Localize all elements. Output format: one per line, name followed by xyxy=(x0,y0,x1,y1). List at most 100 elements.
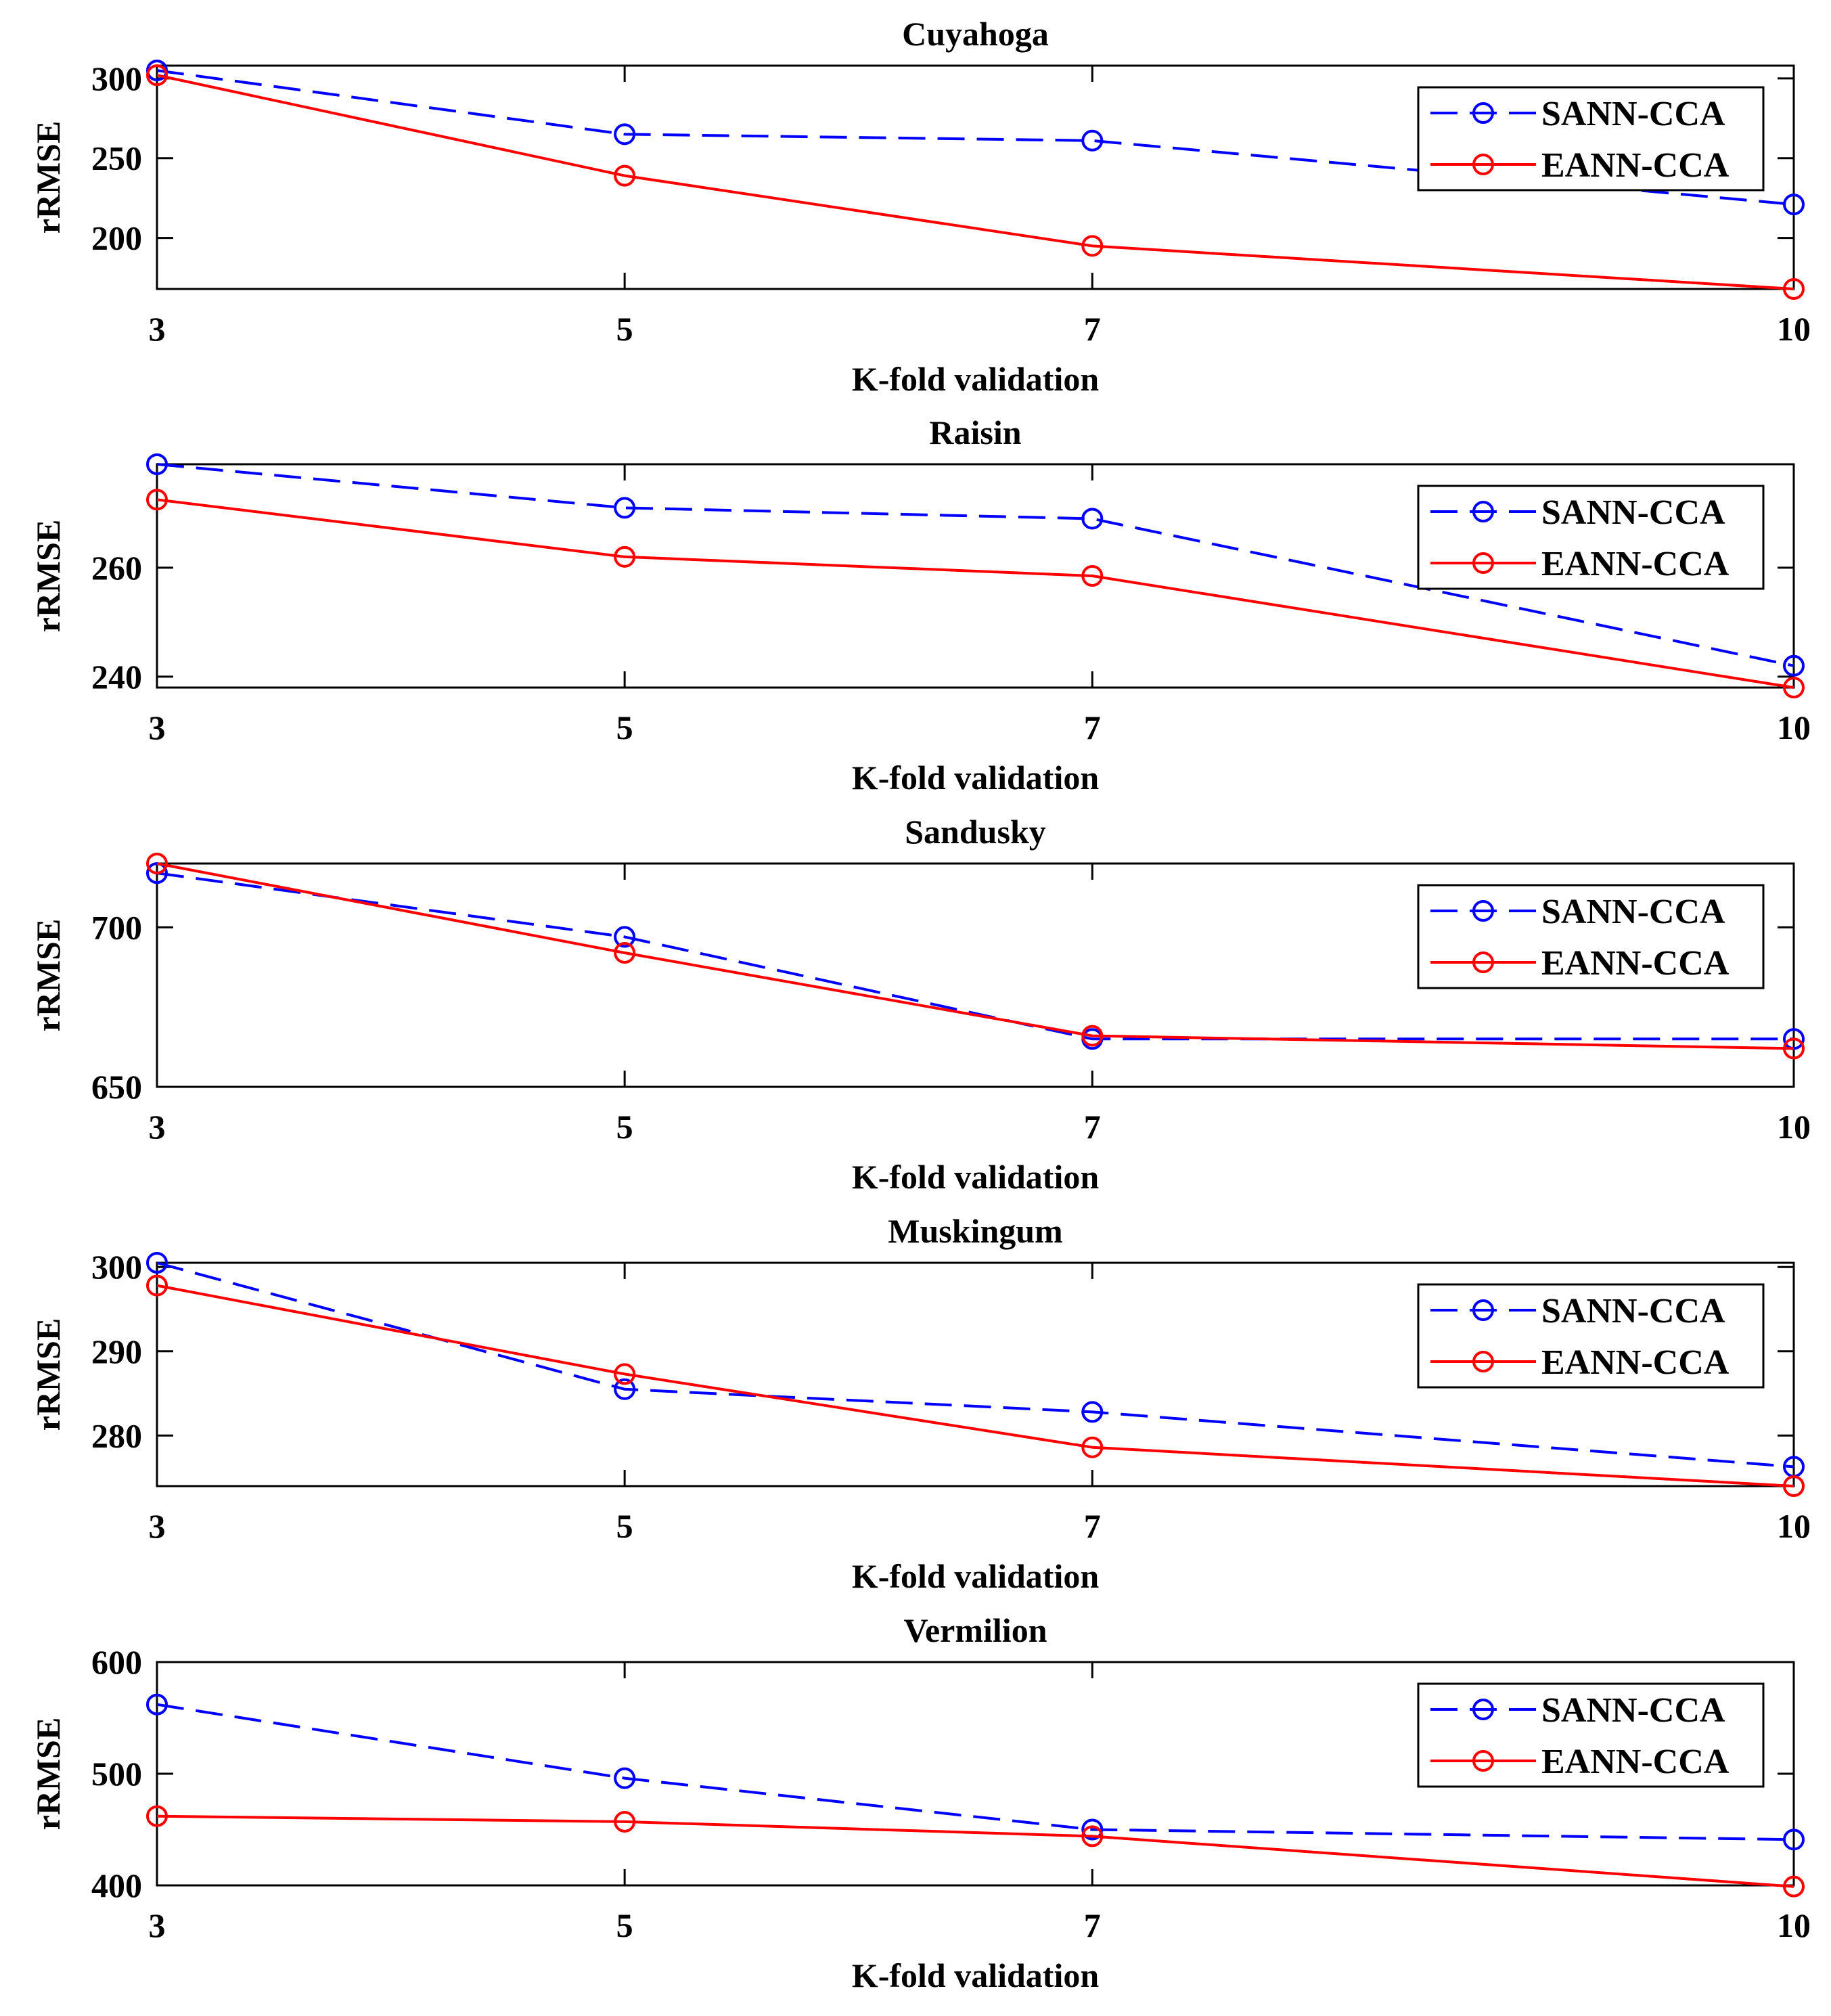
legend-marker-eann-cca xyxy=(1472,154,1494,175)
x-tick-label: 3 xyxy=(149,1507,166,1545)
x-axis-label: K-fold validation xyxy=(852,759,1100,797)
series-line-sann-cca xyxy=(156,1261,1794,1469)
data-point-sann-cca xyxy=(146,453,168,475)
x-tick-label: 3 xyxy=(149,1108,166,1146)
data-point-sann-cca xyxy=(614,1767,636,1789)
data-point-eann-cca xyxy=(1081,1436,1104,1458)
x-tick-label: 10 xyxy=(1777,1507,1811,1545)
legend-label-sann-cca: SANN-CCA xyxy=(1541,493,1725,532)
x-tick-label: 5 xyxy=(616,709,633,746)
x-axis-label: K-fold validation xyxy=(852,360,1100,398)
legend-box xyxy=(1417,1682,1765,1788)
y-tick-label: 250 xyxy=(91,139,142,177)
y-tick-label: 200 xyxy=(91,219,142,257)
data-point-eann-cca xyxy=(1783,1475,1805,1497)
data-point-sann-cca xyxy=(146,1252,168,1274)
data-point-eann-cca xyxy=(1783,1875,1805,1898)
data-point-eann-cca xyxy=(1783,278,1805,300)
x-tick-label: 7 xyxy=(1084,709,1101,746)
series-line-eann-cca xyxy=(156,1284,1794,1487)
y-tick-label: 500 xyxy=(91,1755,142,1793)
data-point-eann-cca xyxy=(614,164,636,187)
legend: SANN-CCA EANN-CCA xyxy=(1417,1283,1765,1389)
panel-title: Muskingum xyxy=(888,1212,1062,1250)
plot-area xyxy=(156,463,1795,689)
panel-muskingum: 3 5 7 10 280 290 300 Muskingum K-fold validation… xyxy=(29,1212,1811,1595)
legend-box xyxy=(1417,485,1765,590)
panel-title: Sandusky xyxy=(905,813,1046,851)
legend-label-sann-cca: SANN-CCA xyxy=(1541,1691,1725,1730)
y-tick-label: 300 xyxy=(91,60,142,97)
data-point-eann-cca xyxy=(1081,1825,1104,1847)
series-line-eann-cca xyxy=(156,74,1794,290)
plot-area xyxy=(156,1261,1795,1487)
data-point-sann-cca xyxy=(146,1693,168,1716)
series-line-eann-cca xyxy=(156,862,1794,1050)
legend-box xyxy=(1417,1283,1765,1389)
data-point-eann-cca xyxy=(146,1274,168,1297)
legend: SANN-CCA EANN-CCA xyxy=(1417,485,1765,590)
y-axis-label: rRMSE xyxy=(29,121,67,234)
data-point-sann-cca xyxy=(1081,508,1104,530)
series-line-sann-cca xyxy=(156,69,1794,206)
y-axis-label: rRMSE xyxy=(29,520,67,633)
legend-marker-sann-cca xyxy=(1472,1299,1494,1321)
data-point-eann-cca xyxy=(146,64,168,87)
legend-marker-sann-cca xyxy=(1472,900,1494,922)
data-point-eann-cca xyxy=(146,489,168,511)
x-tick-label: 10 xyxy=(1777,1906,1811,1944)
legend-label-sann-cca: SANN-CCA xyxy=(1541,893,1725,931)
legend-label-eann-cca: EANN-CCA xyxy=(1541,1343,1730,1382)
y-tick-label: 280 xyxy=(91,1416,142,1454)
panel-raisin: 3 5 7 10 240 260 Raisin K-fold validation rRMSE S… xyxy=(29,413,1811,797)
legend-marker-sann-cca xyxy=(1472,102,1494,124)
data-point-eann-cca xyxy=(614,545,636,568)
y-tick-label: 290 xyxy=(91,1332,142,1370)
x-tick-label: 10 xyxy=(1777,1108,1811,1146)
x-tick-label: 3 xyxy=(149,1906,166,1944)
legend-label-sann-cca: SANN-CCA xyxy=(1541,95,1725,133)
legend-marker-eann-cca xyxy=(1472,552,1494,574)
panel-vermilion: 3 5 7 10 400 500 600 Vermilion K-fold validation… xyxy=(29,1611,1811,1994)
data-point-eann-cca xyxy=(1081,235,1104,257)
x-axis-label: K-fold validation xyxy=(852,1557,1100,1595)
y-tick-label: 240 xyxy=(91,658,142,696)
data-point-eann-cca xyxy=(1783,1037,1805,1060)
plot-area xyxy=(156,64,1795,290)
data-point-sann-cca xyxy=(1783,654,1805,677)
x-tick-label: 7 xyxy=(1084,1906,1101,1944)
legend: SANN-CCA EANN-CCA xyxy=(1417,1682,1765,1788)
x-tick-label: 10 xyxy=(1777,310,1811,348)
data-point-sann-cca xyxy=(614,1378,636,1400)
legend-label-eann-cca: EANN-CCA xyxy=(1541,545,1730,583)
panel-title: Vermilion xyxy=(903,1611,1047,1649)
y-axis-label: rRMSE xyxy=(29,919,67,1032)
legend-marker-eann-cca xyxy=(1472,1351,1494,1372)
panel-title: Cuyahoga xyxy=(902,15,1049,53)
x-axis-label: K-fold validation xyxy=(852,1158,1100,1196)
data-point-eann-cca xyxy=(614,1363,636,1385)
data-point-sann-cca xyxy=(614,926,636,948)
legend-label-eann-cca: EANN-CCA xyxy=(1541,146,1730,185)
y-tick-label: 400 xyxy=(91,1866,142,1904)
data-point-eann-cca xyxy=(1081,565,1104,587)
data-point-eann-cca xyxy=(614,942,636,964)
panel-title: Raisin xyxy=(929,413,1021,451)
legend-label-eann-cca: EANN-CCA xyxy=(1541,1743,1730,1781)
legend: SANN-CCA EANN-CCA xyxy=(1417,86,1765,192)
x-tick-label: 7 xyxy=(1084,310,1101,348)
y-axis-label: rRMSE xyxy=(29,1718,67,1831)
y-tick-label: 700 xyxy=(91,908,142,946)
legend: SANN-CCA EANN-CCA xyxy=(1417,884,1765,989)
x-tick-label: 3 xyxy=(149,709,166,746)
data-point-sann-cca xyxy=(1081,129,1104,152)
plot-area xyxy=(156,862,1795,1088)
series-line-sann-cca xyxy=(156,1703,1794,1841)
data-point-sann-cca xyxy=(614,497,636,519)
legend-label-eann-cca: EANN-CCA xyxy=(1541,944,1730,983)
x-tick-label: 7 xyxy=(1084,1507,1101,1545)
series-line-eann-cca xyxy=(156,498,1794,689)
series-line-sann-cca xyxy=(156,872,1794,1041)
data-point-eann-cca xyxy=(146,1805,168,1827)
